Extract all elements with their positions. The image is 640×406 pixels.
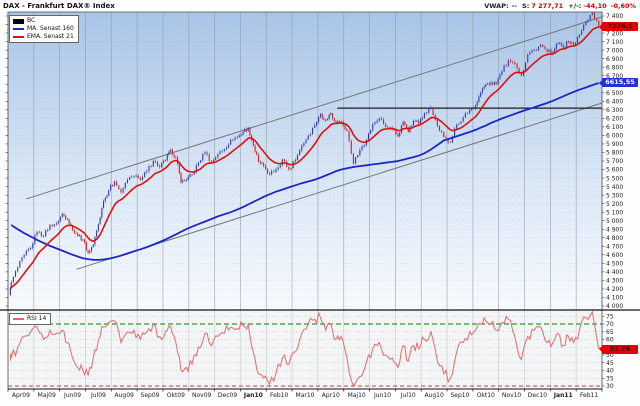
ema-line-marker: [13, 36, 24, 38]
svg-text:4 600: 4 600: [606, 252, 623, 259]
x-axis-label: Okt09: [166, 392, 185, 399]
svg-text:4 000: 4 000: [606, 303, 623, 310]
svg-text:4 500: 4 500: [606, 261, 623, 268]
rsi-series-label: RSI 14: [27, 315, 47, 322]
svg-text:50: 50: [606, 352, 614, 359]
ema-series-label: EMA. Senast 21: [27, 33, 74, 40]
ma-series-label: MA. Senast 160: [27, 25, 74, 32]
change-percent: -0,60%: [610, 1, 636, 10]
legend-item-ma160: MA. Senast 160: [13, 25, 74, 33]
x-axis-label: Feb11: [579, 392, 599, 399]
page-title: DAX - Frankfurt DAX® Index: [3, 1, 115, 10]
svg-text:7 200: 7 200: [606, 30, 623, 37]
rsi-line-marker: [13, 318, 24, 320]
svg-text:5 700: 5 700: [606, 158, 623, 165]
svg-text:7 100: 7 100: [606, 39, 623, 46]
ma-line-marker: [13, 28, 24, 30]
svg-text:7 000: 7 000: [606, 47, 623, 54]
title-bar: DAX - Frankfurt DAX® Index VWAP: -- S: 7 2…: [0, 0, 640, 11]
x-axis-label: Okt10: [476, 392, 495, 399]
main-chart-legend: BC MA. Senast 160 EMA. Senast 21: [9, 15, 79, 43]
svg-text:4 200: 4 200: [606, 286, 623, 293]
change-label: +/-:: [568, 1, 582, 10]
x-axis-label: Mar10: [295, 392, 315, 399]
x-axis-label: Jan11: [553, 392, 573, 399]
svg-text:5 900: 5 900: [606, 141, 623, 148]
svg-text:6 100: 6 100: [606, 124, 623, 131]
x-axis-label: Apr09: [11, 392, 30, 399]
x-axis-label: Sep09: [140, 392, 160, 399]
last-ma-value-badge: 6615,55: [599, 78, 638, 88]
svg-text:30: 30: [606, 383, 614, 390]
last-label: S:: [522, 1, 530, 10]
change-value: -44,10: [583, 1, 607, 10]
svg-text:5 800: 5 800: [606, 150, 623, 157]
svg-text:6 000: 6 000: [606, 133, 623, 140]
x-axis-label: Dec09: [217, 392, 238, 399]
svg-text:65: 65: [606, 329, 614, 336]
svg-text:6 900: 6 900: [606, 56, 623, 63]
svg-text:6 500: 6 500: [606, 90, 623, 97]
last-ema-value-badge: 7276,1: [599, 22, 638, 32]
svg-text:40: 40: [606, 368, 614, 375]
svg-text:4 100: 4 100: [606, 295, 623, 302]
x-axis-label: Sep10: [450, 392, 470, 399]
x-axis-labels: Apr09 Maj09 Jun09 Jul09 Aug09 Sep09 Okt09 Nov09…: [0, 392, 640, 404]
svg-text:5 100: 5 100: [606, 209, 623, 216]
legend-item-rsi: RSI 14: [13, 315, 46, 323]
rsi-legend: RSI 14: [9, 313, 52, 325]
x-axis-label: Jun09: [64, 392, 82, 399]
last-price: 7 277,71: [531, 1, 564, 10]
svg-text:5 000: 5 000: [606, 218, 623, 225]
vwap-label: VWAP:: [484, 1, 509, 10]
svg-text:5 200: 5 200: [606, 201, 623, 208]
vwap-value: --: [511, 1, 517, 10]
x-axis-label: Jan10: [243, 392, 263, 399]
candle-series-label: BC: [27, 17, 36, 24]
svg-text:70: 70: [606, 321, 614, 328]
svg-text:6 800: 6 800: [606, 64, 623, 71]
svg-text:60: 60: [606, 337, 614, 344]
x-axis-label: Maj10: [347, 392, 366, 399]
svg-text:5 300: 5 300: [606, 192, 623, 199]
svg-text:5 400: 5 400: [606, 184, 623, 191]
x-axis-label: Aug10: [424, 392, 444, 399]
svg-text:45: 45: [606, 360, 614, 367]
svg-text:6 300: 6 300: [606, 107, 623, 114]
legend-item-ema21: EMA. Senast 21: [13, 33, 74, 41]
x-axis-label: Maj09: [37, 392, 56, 399]
x-axis-label: Jul09: [90, 392, 106, 399]
svg-text:7 400: 7 400: [606, 13, 623, 20]
x-axis-label: Dec10: [527, 392, 548, 399]
last-rsi-value-badge: 53,76: [599, 344, 638, 354]
x-axis-label: Aug09: [114, 392, 134, 399]
candle-series-marker: [13, 18, 24, 24]
x-axis-label: Jun10: [373, 392, 391, 399]
svg-text:75: 75: [606, 313, 614, 320]
x-axis-label: Feb10: [270, 392, 289, 399]
svg-text:4 800: 4 800: [606, 235, 623, 242]
vwap-readout: VWAP: -- S: 7 277,71 +/-: -44,10 -0,60%: [481, 2, 636, 10]
svg-text:5 600: 5 600: [606, 167, 623, 174]
svg-text:4 400: 4 400: [606, 269, 623, 276]
svg-text:4 900: 4 900: [606, 226, 623, 233]
x-axis-label: Apr10: [321, 392, 340, 399]
svg-text:6 200: 6 200: [606, 116, 623, 123]
svg-text:6 400: 6 400: [606, 98, 623, 105]
svg-text:4 300: 4 300: [606, 278, 623, 285]
svg-text:35: 35: [606, 375, 614, 382]
svg-text:5 500: 5 500: [606, 175, 623, 182]
svg-text:4 700: 4 700: [606, 243, 623, 250]
x-axis-label: Nov10: [501, 392, 522, 399]
x-axis-label: Jul10: [400, 392, 416, 399]
x-axis-label: Nov09: [192, 392, 212, 399]
svg-text:6 700: 6 700: [606, 73, 623, 80]
legend-item-candles: BC: [13, 17, 74, 25]
